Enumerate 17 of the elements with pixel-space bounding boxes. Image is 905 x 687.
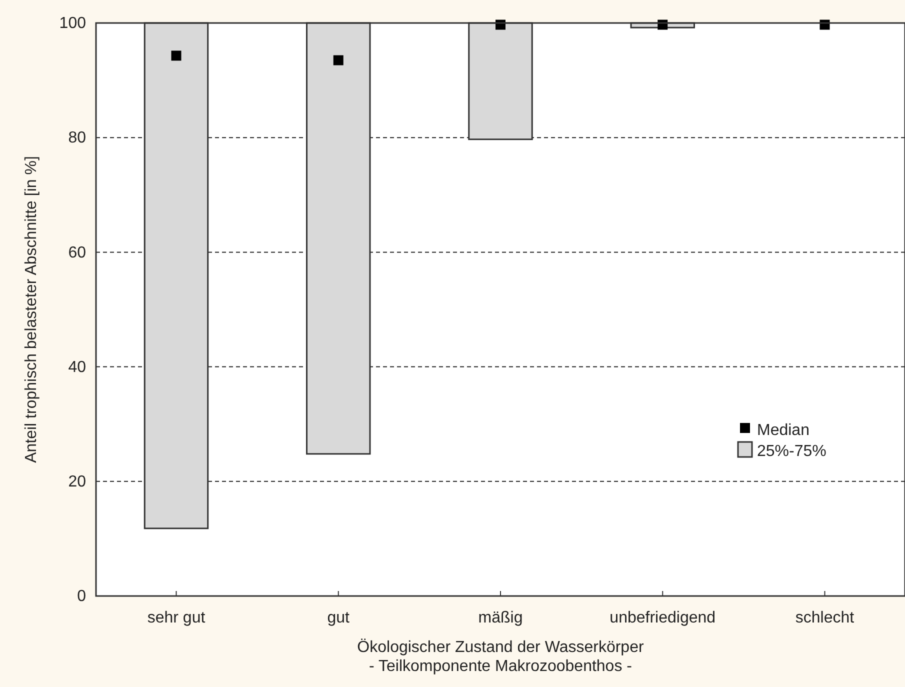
y-tick-label: 80 [68, 130, 86, 147]
x-tick-label: sehr gut [147, 609, 206, 626]
x-tick-label: unbefriedigend [610, 609, 716, 626]
y-tick-label: 0 [77, 588, 86, 606]
point [333, 55, 344, 66]
x-tick-label: mäßig [478, 609, 523, 626]
x-tick-label: gut [327, 609, 350, 626]
legend-label: Median [757, 422, 810, 439]
x-axis-title: Ökologischer Zustand der Wasserkörper - Teilkomponente Makrozoobenthos - [357, 638, 644, 675]
legend-label: 25%-75% [757, 442, 826, 460]
point [171, 50, 182, 61]
x-tick-label: schlecht [795, 609, 855, 626]
y-tick-label: 100 [59, 15, 86, 32]
y-axis-title: Anteil trophisch belasteter Abschnitte [in %] [23, 156, 40, 463]
y-tick-label: 20 [68, 474, 86, 491]
y-tick-label: 40 [68, 358, 86, 376]
y-tick-label: 60 [68, 244, 86, 262]
